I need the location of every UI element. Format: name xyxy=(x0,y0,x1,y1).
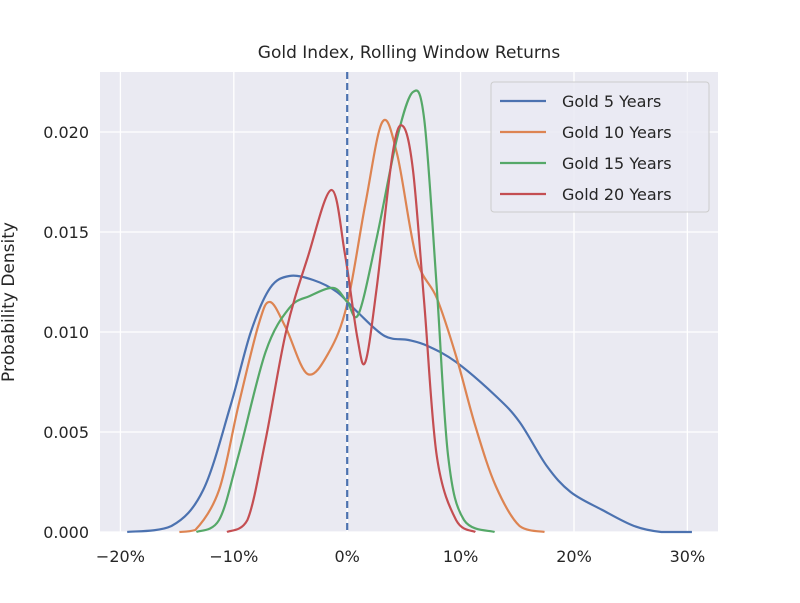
series-line-gold-5-years xyxy=(127,274,692,534)
x-tick-label: 0% xyxy=(335,547,360,566)
x-tick-label: 20% xyxy=(556,547,592,566)
legend-label: Gold 15 Years xyxy=(562,154,672,173)
x-tick-label: 30% xyxy=(670,547,706,566)
series-line-gold-15-years xyxy=(195,89,496,534)
legend-label: Gold 10 Years xyxy=(562,123,672,142)
x-tick-label: 10% xyxy=(443,547,479,566)
legend: Gold 5 Years Gold 10 Years Gold 15 Years Go… xyxy=(490,81,710,213)
legend-label: Gold 5 Years xyxy=(562,92,661,111)
y-tick-label: 0.015 xyxy=(43,223,89,242)
y-tick-label: 0.000 xyxy=(43,523,89,542)
legend-label: Gold 20 Years xyxy=(562,185,672,204)
series-line-gold-10-years xyxy=(179,118,545,534)
legend-box xyxy=(490,81,710,213)
x-tick-label: −10% xyxy=(209,547,258,566)
y-axis-label: Probability Density xyxy=(0,222,19,382)
x-tick-label: −20% xyxy=(96,547,145,566)
tick-labels: −20% −10% 0% 10% 20% 30% 0.000 0.005 0.010 0.015 0… xyxy=(43,123,705,566)
series-line-gold-20-years xyxy=(226,124,476,534)
y-tick-label: 0.010 xyxy=(43,323,89,342)
series-lines xyxy=(127,72,692,534)
y-tick-label: 0.005 xyxy=(43,423,89,442)
chart-title: Gold Index, Rolling Window Returns xyxy=(258,43,561,63)
y-tick-label: 0.020 xyxy=(43,123,89,142)
